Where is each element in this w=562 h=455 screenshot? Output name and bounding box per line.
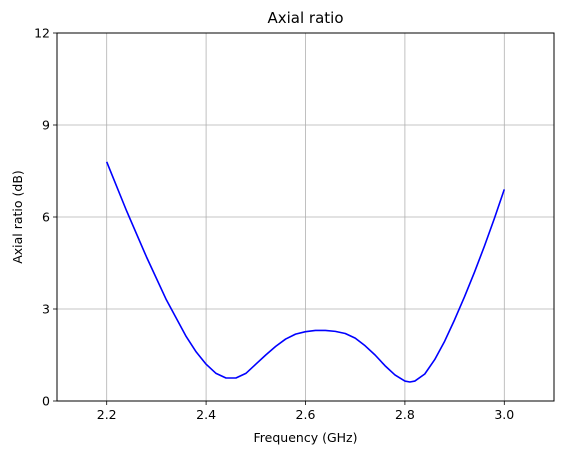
chart-title: Axial ratio [267,9,343,27]
tick-layer: 2.2 2.4 2.6 2.8 3.0 0 3 6 9 12 [34,26,514,423]
x-tick-label: 2.4 [196,407,216,422]
x-tick-label: 2.8 [395,407,415,422]
x-tick-label: 2.2 [97,407,117,422]
y-axis-label: Axial ratio (dB) [10,170,25,264]
axial-ratio-line [105,161,506,383]
y-tick-label: 9 [42,118,50,133]
x-axis-label: Frequency (GHz) [254,430,358,445]
series-layer [105,161,506,383]
grid-lines [57,32,554,402]
y-tick-label: 6 [42,210,50,225]
y-tick-label: 3 [42,302,50,317]
y-tick-label: 12 [34,26,50,41]
x-tick-label: 3.0 [494,407,514,422]
x-tick-label: 2.6 [296,407,316,422]
y-tick-label: 0 [42,394,50,409]
